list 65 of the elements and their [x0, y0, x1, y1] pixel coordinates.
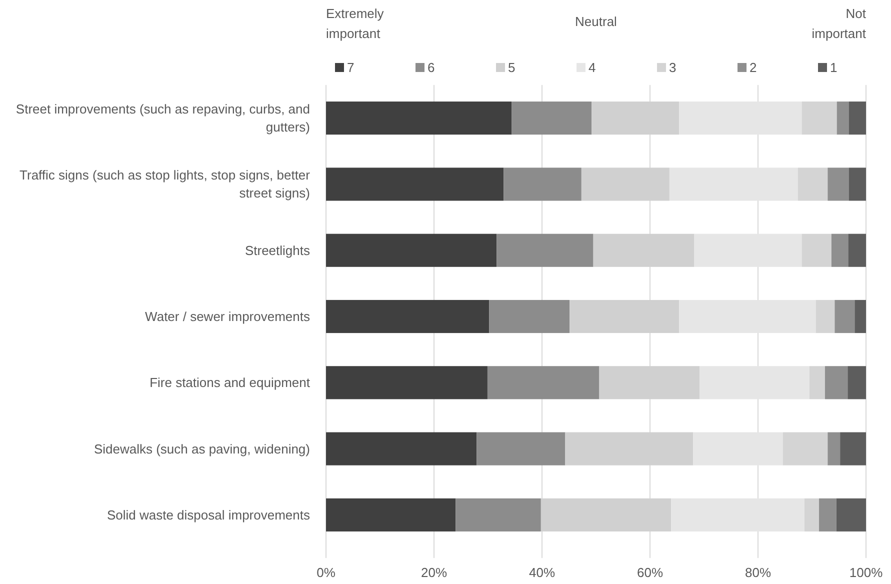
- bar: [848, 366, 866, 400]
- bar: [326, 102, 512, 135]
- bar: [326, 366, 488, 400]
- x-tick-label: 20%: [420, 565, 448, 580]
- bar: [824, 366, 848, 400]
- bar: [679, 102, 802, 135]
- x-tick-label: 40%: [528, 565, 556, 580]
- y-tick-label: Street improvements (such as repaving, curbs, and gutters): [16, 102, 310, 135]
- text: Extremely important: [326, 6, 384, 41]
- text: Not important: [812, 6, 866, 41]
- bar: [456, 498, 541, 532]
- bar: [854, 300, 866, 334]
- x-tick-label: 100%: [849, 565, 884, 580]
- x-tick-label: 80%: [744, 565, 772, 580]
- bar: [504, 168, 582, 201]
- bar: [326, 168, 504, 201]
- legend-label: 1: [830, 60, 838, 75]
- y-tick-label: Solid waste disposal improvements: [106, 507, 310, 522]
- y-tick-label: Fire stations and equipment: [150, 375, 310, 390]
- bar: [671, 498, 804, 532]
- bar: [679, 300, 816, 334]
- legend-label: 6: [428, 60, 435, 75]
- bar: [816, 300, 835, 334]
- bar: [326, 300, 490, 334]
- bar: [700, 366, 810, 400]
- bar: [798, 168, 828, 201]
- bar: [782, 432, 828, 466]
- bar: [809, 366, 825, 400]
- legend-label: 5: [508, 60, 516, 75]
- bar: [848, 102, 866, 135]
- bar: [836, 498, 866, 532]
- bar: [834, 300, 855, 334]
- bar: [693, 432, 783, 466]
- legend-label: 4: [588, 60, 596, 75]
- bar: [819, 498, 836, 532]
- bar: [836, 102, 849, 135]
- bar: [476, 432, 566, 466]
- legend-label: 7: [347, 60, 354, 75]
- y-tick-label: Sidewalks (such as paving, widening): [94, 441, 310, 456]
- bar: [669, 168, 798, 201]
- bar: [848, 168, 866, 201]
- bar: [512, 102, 592, 135]
- bar: [831, 234, 848, 267]
- bar: [489, 300, 570, 334]
- bar: [487, 366, 600, 400]
- bar: [326, 432, 477, 466]
- y-tick-label: Streetlights: [244, 242, 310, 258]
- x-tick-label: 0%: [316, 565, 336, 580]
- bar: [326, 498, 456, 532]
- bar: [326, 234, 497, 267]
- bar: [848, 234, 866, 267]
- bar: [840, 432, 866, 466]
- text: Neutral: [575, 14, 618, 29]
- bar: [802, 234, 832, 267]
- bar: [694, 234, 802, 267]
- bar: [828, 168, 849, 201]
- bar: [828, 432, 840, 466]
- y-tick-label: Water / sewer improvements: [145, 309, 310, 324]
- bar: [802, 102, 837, 135]
- x-tick-label: 60%: [636, 565, 664, 580]
- bar: [804, 498, 820, 532]
- y-tick-label: Traffic signs (such as stop lights, stop signs, better street signs): [20, 168, 311, 201]
- legend-label: 2: [750, 60, 757, 75]
- bar: [496, 234, 594, 267]
- legend-label: 3: [669, 60, 676, 75]
